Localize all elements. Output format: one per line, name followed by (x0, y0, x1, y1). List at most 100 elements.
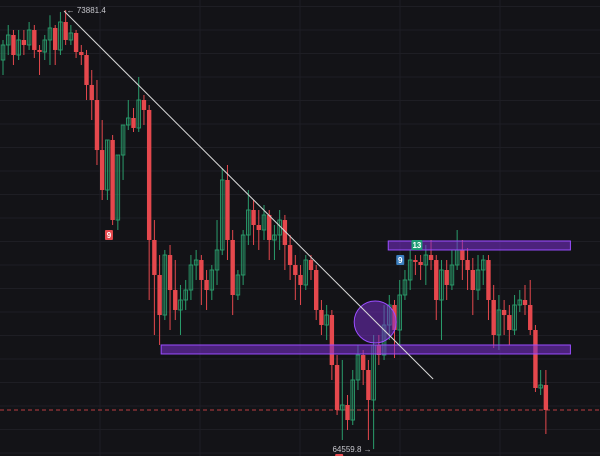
sequence-marker: 9 (335, 453, 344, 456)
candle-body (491, 300, 496, 335)
candle-body (63, 21, 68, 40)
candle-body (512, 304, 517, 331)
candle-body (105, 139, 110, 191)
candle (214, 220, 220, 285)
candle (475, 255, 481, 300)
candle (141, 95, 147, 126)
candle (5, 25, 11, 56)
candle (199, 255, 204, 305)
candle (287, 234, 293, 280)
sequence-marker: 13 (411, 239, 423, 250)
candle (533, 325, 538, 392)
candle (126, 100, 131, 131)
candle-body (152, 239, 157, 275)
candle-body (204, 279, 209, 291)
candle (58, 12, 63, 56)
candle (136, 77, 141, 132)
candle (157, 255, 162, 345)
trendline[interactable] (63, 10, 434, 380)
candle (277, 209, 282, 250)
candle-body (298, 274, 303, 285)
candle-body (355, 354, 361, 381)
candle (324, 304, 329, 340)
candle-body (167, 255, 173, 291)
candle (240, 230, 246, 285)
candle (105, 139, 110, 200)
candle-body (5, 34, 11, 46)
candle (413, 255, 418, 275)
sequence-marker: 9 (104, 229, 113, 240)
candle-body (162, 254, 168, 316)
candle-body (303, 259, 309, 286)
candle-body (261, 214, 267, 231)
candle (204, 269, 209, 310)
candle (418, 255, 423, 280)
candle-body (68, 32, 74, 41)
candle-body (42, 39, 48, 53)
candle (507, 304, 512, 345)
candle (334, 355, 340, 415)
sequence-marker: 9 (396, 255, 405, 265)
candle-body (267, 214, 272, 240)
zone-upper (387, 240, 571, 251)
candle-body (340, 404, 345, 411)
candle-body (345, 404, 350, 421)
candle-body (319, 309, 324, 326)
candle-body (517, 299, 523, 306)
candle (110, 134, 115, 226)
candle (528, 279, 533, 335)
candle (314, 265, 319, 321)
candle (26, 21, 32, 50)
candle (251, 200, 256, 245)
candle-body (126, 117, 131, 126)
zone-lower (160, 344, 571, 355)
candle-body (308, 260, 314, 270)
candle-body (418, 261, 423, 266)
candle-body (334, 365, 340, 410)
candle (491, 284, 496, 348)
marker-label: 13 (412, 241, 421, 250)
marker-badge (411, 239, 423, 250)
marker-label: 9 (337, 455, 342, 456)
candle-body (235, 274, 241, 296)
candle (167, 244, 173, 331)
candle-body (251, 209, 256, 226)
candle (340, 360, 345, 440)
candle-body (173, 290, 178, 310)
candle-body (0, 44, 6, 61)
candle-body (366, 369, 371, 400)
candle (47, 15, 53, 66)
candle (37, 44, 42, 75)
candle-body (324, 314, 329, 326)
candle-body (183, 289, 188, 301)
candle (501, 300, 507, 335)
candle (183, 279, 188, 310)
candle-body (246, 209, 251, 236)
candle-body (115, 154, 121, 221)
high-price-label: ← 73881.4 (67, 6, 107, 15)
candle-body (272, 234, 277, 241)
candle-body (287, 244, 293, 266)
candle-body (528, 304, 533, 331)
candle-body (240, 234, 246, 276)
candle-body (407, 259, 413, 281)
candle (115, 154, 121, 231)
candle-body (32, 30, 37, 50)
candle-body (37, 49, 42, 53)
candle (522, 284, 528, 316)
candle-body (475, 269, 481, 291)
candle (120, 124, 126, 180)
marker-label: 9 (107, 231, 112, 240)
candle (480, 255, 486, 285)
candle-body (79, 52, 84, 56)
candle (345, 395, 350, 431)
candle (53, 25, 58, 66)
candle (397, 279, 402, 345)
candle-body (397, 294, 402, 331)
candle-body (439, 269, 444, 301)
candle (21, 30, 27, 56)
candle-body (470, 269, 475, 291)
candle-body (94, 100, 100, 151)
